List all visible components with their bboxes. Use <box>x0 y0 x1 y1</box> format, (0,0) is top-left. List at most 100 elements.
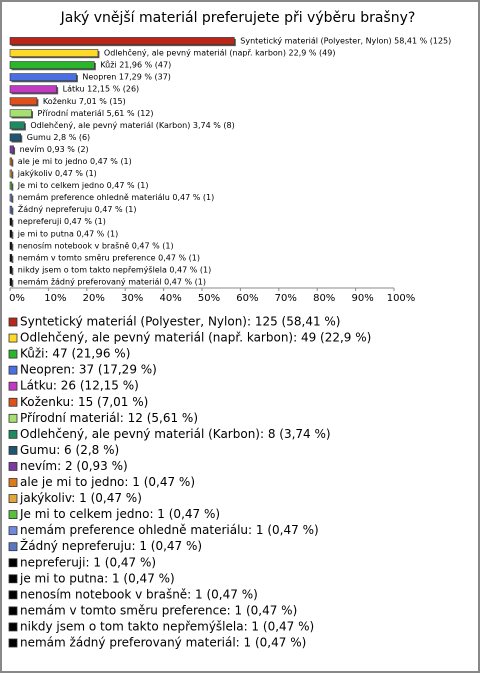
x-tick-label: 60% <box>236 293 258 304</box>
bar <box>9 181 13 190</box>
legend-swatch <box>8 622 18 632</box>
bar <box>9 97 38 106</box>
bar-label: Gumu 2,8 % (6) <box>27 133 90 142</box>
bar-label: je mi to putna 0,47 % (1) <box>17 229 118 238</box>
bar-shadow <box>11 255 14 263</box>
bar-label: Syntetický materiál (Polyester, Nylon) 5… <box>240 37 451 46</box>
legend-swatch <box>8 606 18 616</box>
legend-label: Žádný nepreferuju: 1 (0,47 %) <box>20 538 202 553</box>
x-tick-label: 30% <box>121 293 143 304</box>
legend-swatch <box>8 638 18 648</box>
bar-shadow <box>11 159 14 167</box>
bar-label: Látku 12,15 % (26) <box>63 85 140 94</box>
legend-label: Kůži: 47 (21,96 %) <box>20 347 130 361</box>
legend-swatch <box>8 494 18 503</box>
legend-swatch <box>8 526 18 536</box>
bar-label: Koženku 7,01 % (15) <box>43 97 126 106</box>
x-tick-label: 50% <box>198 293 220 304</box>
legend-label: nemám v tomto směru preference: 1 (0,47 … <box>20 603 297 617</box>
legend-swatch <box>8 429 18 439</box>
legend-swatch <box>8 317 18 327</box>
legend-label: nenosím notebook v brašně: 1 (0,47 %) <box>20 587 258 601</box>
legend-label: Látku: 26 (12,15 %) <box>20 379 139 393</box>
bar-label: nepreferuji 0,47 % (1) <box>18 217 106 226</box>
bar <box>9 73 77 82</box>
bar-label: Neopren 17,29 % (37) <box>82 73 171 82</box>
legend-label: nepreferuji: 1 (0,47 %) <box>20 555 156 569</box>
legend-swatch <box>8 413 18 423</box>
bar-label: nenosím notebook v brašně 0,47 % (1) <box>18 240 174 250</box>
bar-label: Je mi to celkem jedno 0,47 % (1) <box>17 181 149 190</box>
bar <box>9 157 13 166</box>
bar-label: jakýkoliv 0,47 % (1) <box>17 169 97 178</box>
x-tick-label: 70% <box>275 293 297 304</box>
legend-label: jakýkoliv: 1 (0,47 %) <box>19 491 142 505</box>
legend-label: Neopren: 37 (17,29 %) <box>20 363 157 377</box>
x-tick-label: 20% <box>83 293 105 304</box>
bar-shadow <box>11 207 14 215</box>
bar-shadow <box>11 183 14 191</box>
bar <box>9 37 235 45</box>
legend-swatch <box>8 590 18 600</box>
bar-shadow <box>11 267 14 276</box>
bar-shadow <box>11 195 14 203</box>
legend-label: Syntetický materiál (Polyester, Nylon): … <box>20 315 341 329</box>
bar-shadow <box>11 219 14 227</box>
bar-label: Přírodní materiál 5,61 % (12) <box>38 109 154 118</box>
legend-label: Přírodní materiál: 12 (5,61 %) <box>20 411 198 425</box>
legend-swatch <box>8 397 18 407</box>
x-tick-label: 100% <box>387 293 416 304</box>
bar <box>9 229 13 238</box>
bar-label: Odlehčený, ale pevný materiál (např. kar… <box>104 48 336 58</box>
bar-label: nikdy jsem o tom takto nepřemýšlela 0,47… <box>18 264 211 274</box>
bar <box>9 133 22 142</box>
bar <box>9 205 13 214</box>
legend-label: Odlehčený, ale pevný materiál (Karbon): … <box>20 427 331 441</box>
bar <box>9 109 32 118</box>
bar <box>9 217 13 226</box>
bar-label: nemám v tomto směru preference 0,47 % (1… <box>18 253 200 262</box>
bar <box>9 85 57 94</box>
legend-swatch <box>8 574 18 584</box>
bar-shadow <box>11 243 14 251</box>
x-tick-label: 0% <box>9 293 25 304</box>
legend-swatch <box>8 445 18 455</box>
bar-label: Žádný nepreferuju 0,47 % (1) <box>18 203 137 214</box>
bar <box>9 266 13 274</box>
bar <box>9 145 14 154</box>
legend-label: Odlehčený, ale pevný materiál (např. kar… <box>20 331 371 345</box>
bar-shadow <box>11 231 14 239</box>
chart-title: Jaký vnější materiál preferujete při výb… <box>60 10 416 26</box>
bar-label: nemám žádný preferovaný materiál 0,47 % … <box>18 277 206 286</box>
legend-swatch <box>8 510 18 520</box>
bar <box>9 61 95 70</box>
legend-swatch <box>8 333 18 343</box>
legend-swatch <box>8 542 18 552</box>
x-tick-label: 80% <box>313 293 335 304</box>
legend-swatch <box>8 365 18 375</box>
legend-label: Je mi to celkem jedno: 1 (0,47 %) <box>19 507 220 521</box>
bar-shadow <box>11 279 14 288</box>
legend-label: Gumu: 6 (2,8 %) <box>20 443 119 457</box>
legend-swatch <box>8 349 18 359</box>
bar <box>9 49 99 57</box>
bar-label: ale je mi to jedno 0,47 % (1) <box>18 157 132 166</box>
bar-label: Kůži 21,96 % (47) <box>100 60 171 70</box>
legend-label: nikdy jsem o tom takto nepřemýšlela: 1 (… <box>20 619 314 633</box>
legend-label: ale je mi to jedno: 1 (0,47 %) <box>20 475 195 489</box>
legend-label: Koženku: 15 (7,01 %) <box>20 395 148 409</box>
bar <box>9 193 13 202</box>
bar-label: Odlehčený, ale pevný materiál (Karbon) 3… <box>30 120 234 130</box>
bar <box>9 241 13 250</box>
legend-swatch <box>8 381 18 391</box>
bar <box>9 253 13 262</box>
legend-swatch <box>8 478 18 487</box>
bar <box>9 278 13 286</box>
legend-label: nevím: 2 (0,93 %) <box>20 459 128 473</box>
bar-label: nemám preference ohledně materiálu 0,47 … <box>18 193 214 202</box>
bar-shadow <box>11 171 14 179</box>
legend-swatch <box>8 558 18 568</box>
